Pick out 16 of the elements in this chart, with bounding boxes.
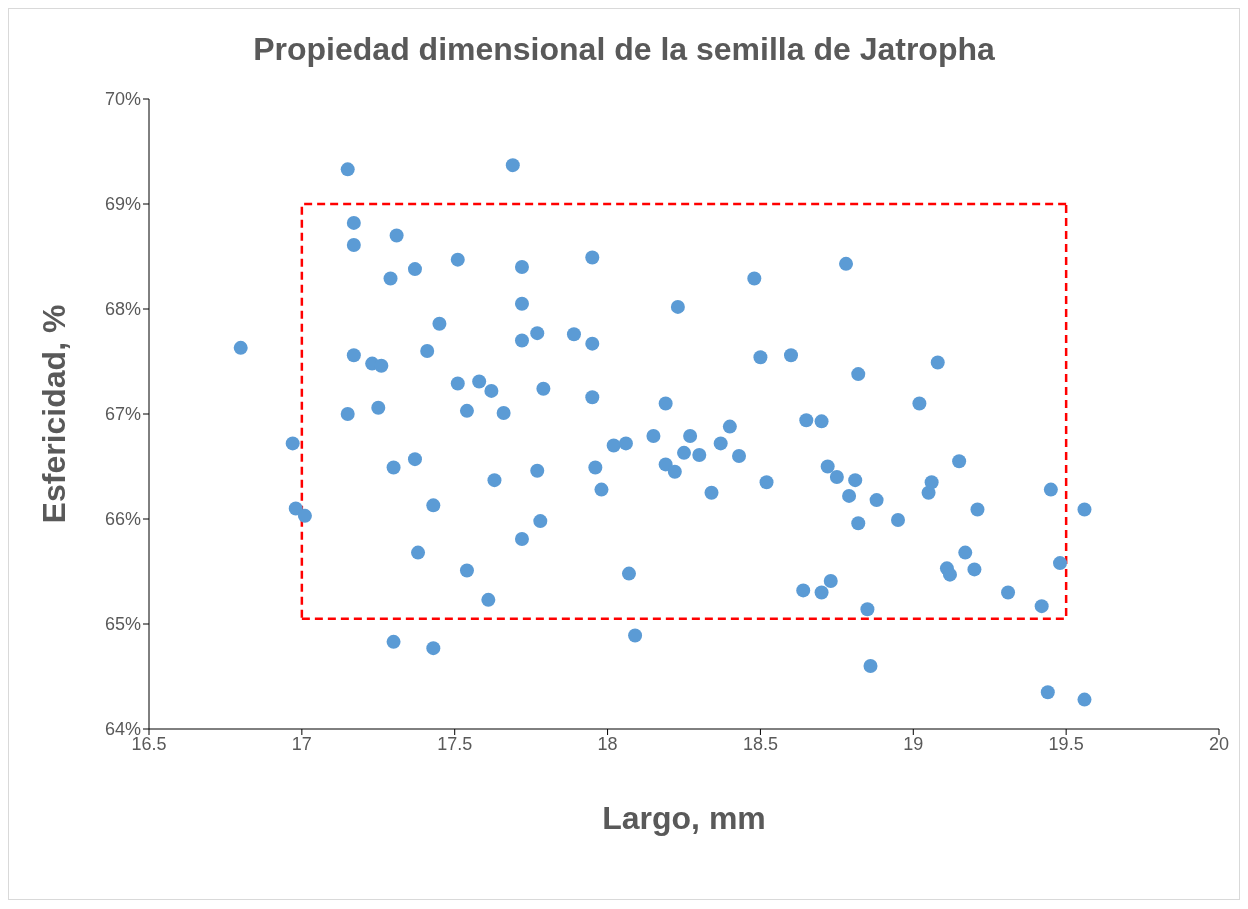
y-tick-label: 69% bbox=[104, 194, 141, 215]
chart-title: Propiedad dimensional de la semilla de Jatropha bbox=[252, 31, 996, 68]
y-tick-label: 66% bbox=[104, 509, 141, 530]
x-tick-label: 18 bbox=[597, 733, 618, 754]
x-tick-label: 18.5 bbox=[742, 733, 778, 754]
x-tick-label: 19.5 bbox=[1048, 733, 1084, 754]
y-tick-label: 68% bbox=[104, 299, 141, 320]
x-tick-label: 19 bbox=[903, 733, 924, 754]
x-tick-label: 17.5 bbox=[437, 733, 473, 754]
y-tick-label: 67% bbox=[104, 404, 141, 425]
y-tick-label: 65% bbox=[104, 614, 141, 635]
x-tick-label: 20 bbox=[1208, 733, 1230, 754]
y-axis-title: Esfericidad, % bbox=[36, 304, 73, 524]
x-tick-label: 17 bbox=[291, 733, 312, 754]
y-tick-label: 70% bbox=[104, 89, 141, 110]
x-axis-title: Largo, mm bbox=[602, 800, 766, 836]
